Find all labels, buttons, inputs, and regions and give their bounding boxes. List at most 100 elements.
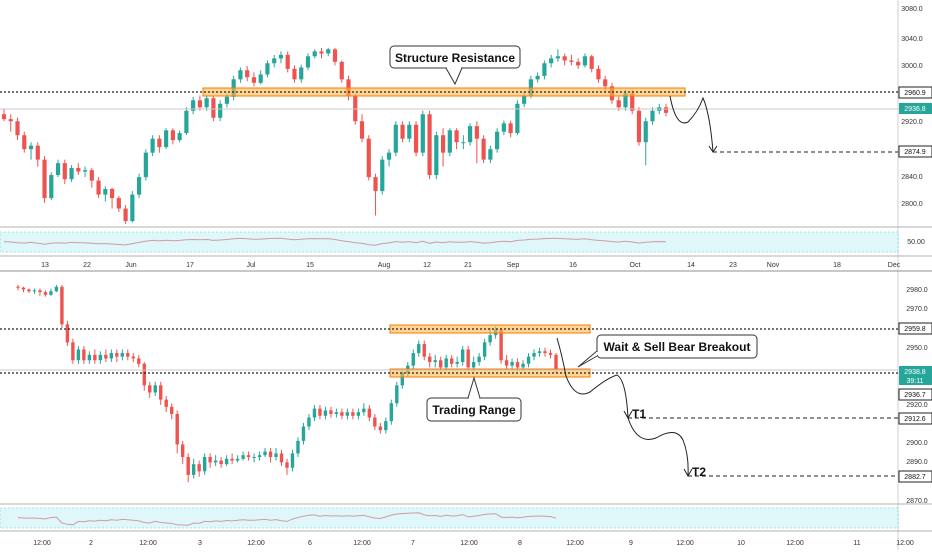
top-candle-body bbox=[238, 70, 243, 80]
top-candle-body bbox=[596, 68, 601, 80]
bottom-candle-body bbox=[38, 290, 42, 293]
bottom-candle-body bbox=[224, 458, 229, 465]
top-candle-body bbox=[535, 75, 540, 80]
top-candle-body bbox=[245, 70, 250, 78]
bottom-candle-body bbox=[252, 456, 256, 458]
bottom-x-axis: 12:00 2 12:00 3 12:00 6 12:00 7 12:00 8 … bbox=[33, 540, 914, 547]
bottom-candle-body bbox=[241, 455, 245, 459]
range-high-price-label: 2959.8 bbox=[904, 326, 926, 333]
t1-arrowhead bbox=[623, 410, 633, 420]
bottom-candle-body bbox=[433, 360, 437, 363]
structure-resistance-pointer bbox=[445, 67, 463, 86]
bottom-candle-body bbox=[126, 353, 130, 357]
top-candle-body bbox=[576, 61, 581, 66]
top-x-tick: 18 bbox=[833, 262, 841, 269]
sell-breakout-pointer bbox=[577, 350, 598, 368]
top-projection-path bbox=[669, 95, 714, 153]
top-candle-body bbox=[89, 170, 94, 181]
bottom-x-tick: 7 bbox=[411, 540, 415, 547]
top-candle-body bbox=[589, 56, 594, 69]
top-x-tick: 22 bbox=[83, 262, 91, 269]
top-candle-body bbox=[501, 123, 506, 132]
top-candle-body bbox=[434, 135, 439, 176]
top-y-tick: 3000.0 bbox=[901, 63, 923, 70]
top-x-tick: Dec bbox=[888, 262, 901, 269]
bottom-candle-body bbox=[246, 455, 251, 457]
bottom-y-tick: 2970.0 bbox=[906, 306, 928, 313]
bottom-y-tick: 2920.0 bbox=[906, 402, 928, 409]
top-candle-body bbox=[265, 63, 270, 75]
top-candle-body bbox=[353, 95, 358, 122]
top-candle-body bbox=[366, 138, 371, 178]
current-price-tag bbox=[899, 103, 932, 114]
top-candle-body bbox=[143, 152, 148, 178]
top-candle-body bbox=[272, 58, 277, 64]
bottom-candle-body bbox=[208, 456, 212, 463]
top-candle-body bbox=[157, 138, 162, 148]
top-candle-body bbox=[62, 163, 67, 180]
bottom-candle-body bbox=[290, 453, 295, 468]
bottom-candle-body bbox=[263, 451, 267, 456]
current-price-label: 2936.8 bbox=[904, 106, 926, 113]
top-candle-body bbox=[495, 131, 500, 150]
top-candle-body bbox=[8, 119, 13, 122]
bottom-candle-body bbox=[21, 287, 26, 290]
bottom-candle-body bbox=[504, 360, 509, 366]
top-candle-body bbox=[42, 159, 47, 199]
bottom-candle-body bbox=[488, 335, 492, 343]
bottom-candle-body bbox=[543, 351, 547, 354]
top-y-tick: 3080.0 bbox=[901, 6, 923, 13]
top-candle-body bbox=[488, 149, 493, 160]
bottom-x-tick: 6 bbox=[308, 540, 312, 547]
bottom-candle-body bbox=[71, 342, 75, 361]
bottom-y-tick: 2890.0 bbox=[906, 459, 928, 466]
top-candle-body bbox=[555, 56, 561, 59]
top-candle-body bbox=[650, 110, 655, 122]
bottom-candle-body bbox=[104, 354, 108, 359]
top-candle-body bbox=[184, 110, 189, 134]
top-candle-body bbox=[191, 100, 196, 111]
t2-label: T2 bbox=[692, 465, 706, 479]
top-candle-body bbox=[76, 168, 81, 172]
bottom-candle-body bbox=[439, 360, 443, 368]
bottom-price-labels: 2959.8 2938.8 39:11 2936.7 2912.6 2882.7 bbox=[898, 322, 932, 483]
bottom-candle-body bbox=[268, 451, 273, 457]
top-candle-body bbox=[407, 124, 412, 139]
bottom-candle-body bbox=[318, 408, 322, 416]
top-x-tick: Oct bbox=[630, 262, 641, 269]
top-candle-body bbox=[582, 56, 588, 66]
top-candle-body bbox=[427, 114, 432, 176]
bottom-candle-body bbox=[175, 413, 179, 445]
bottom-candle-body bbox=[109, 353, 114, 359]
top-candle-body bbox=[35, 145, 40, 160]
top-rsi-line bbox=[3, 237, 667, 246]
bottom-candle-body bbox=[82, 349, 86, 361]
top-x-tick: 17 bbox=[186, 262, 194, 269]
bottom-candle-body bbox=[345, 412, 350, 416]
bottom-candle-body bbox=[164, 399, 168, 407]
bottom-candle-body bbox=[257, 455, 262, 457]
bottom-candle-body bbox=[137, 358, 141, 364]
bottom-candle-body bbox=[471, 362, 476, 368]
bottom-candle-body bbox=[202, 456, 207, 472]
top-candle-body bbox=[103, 188, 108, 195]
bottom-candle-body bbox=[180, 444, 185, 457]
top-candle-body bbox=[49, 175, 54, 199]
bottom-candle-body bbox=[279, 453, 284, 463]
bottom-candle-body bbox=[230, 458, 234, 461]
top-candle-body bbox=[373, 177, 378, 192]
top-candle-body bbox=[616, 100, 621, 108]
t2-price-tag bbox=[898, 470, 932, 483]
top-x-tick: 13 bbox=[41, 262, 49, 269]
bottom-candle-body bbox=[43, 292, 48, 295]
top-candle-body bbox=[603, 79, 608, 87]
bottom-x-tick: 9 bbox=[629, 540, 633, 547]
top-candle-body bbox=[542, 63, 547, 76]
top-candle-body bbox=[224, 96, 230, 104]
top-candle-body bbox=[522, 95, 527, 104]
bottom-candle-body bbox=[197, 464, 201, 472]
top-candle-body bbox=[251, 77, 257, 83]
bottom-candle-body bbox=[170, 406, 174, 414]
top-x-tick: Jun bbox=[125, 262, 136, 269]
top-y-tick: 3040.0 bbox=[901, 36, 923, 43]
